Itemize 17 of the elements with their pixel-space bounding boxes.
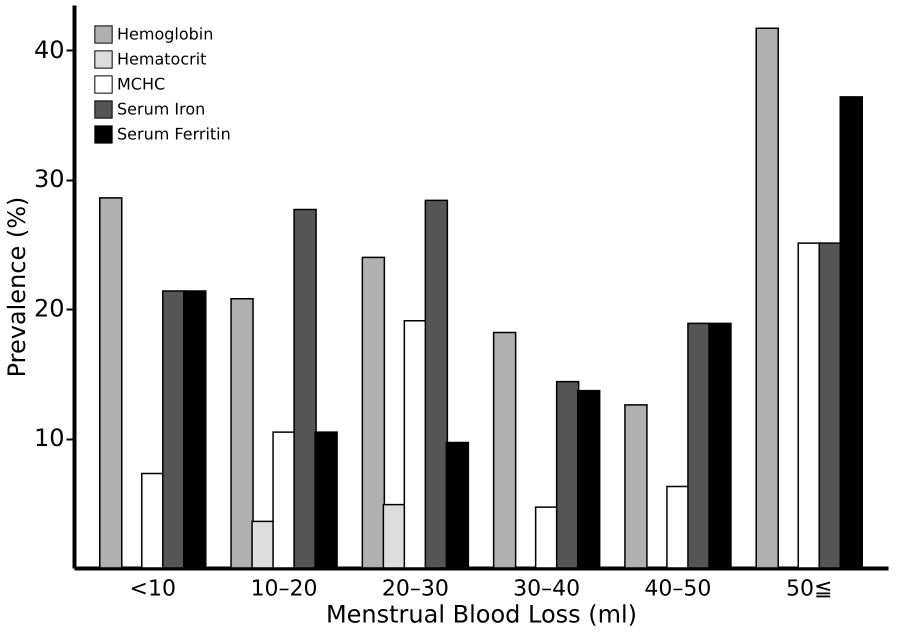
legend-label: Serum Ferritin <box>117 124 231 144</box>
y-tick-label: 40 <box>34 36 64 64</box>
legend-label: MCHC <box>117 74 166 94</box>
legend-label: Hematocrit <box>117 50 206 68</box>
x-tick-label: 30–40 <box>513 576 580 602</box>
x-tick-label: 10–20 <box>250 576 318 602</box>
y-tick-label: 30 <box>34 165 64 194</box>
x-tick-label: 50≦ <box>786 576 832 602</box>
y-axis-title: Prevalence (%) <box>2 196 31 378</box>
y-tick-label: 20 <box>34 294 64 323</box>
legend-label: Serum Iron <box>117 100 206 118</box>
legend-label: Hemoglobin <box>117 24 214 44</box>
y-tick-label: 10 <box>34 424 64 452</box>
x-tick-label: 40–50 <box>644 576 712 602</box>
x-tick-label: 20–30 <box>382 576 449 602</box>
x-axis-title: Menstrual Blood Loss (ml) <box>326 600 638 628</box>
x-tick-label: <10 <box>130 576 176 602</box>
